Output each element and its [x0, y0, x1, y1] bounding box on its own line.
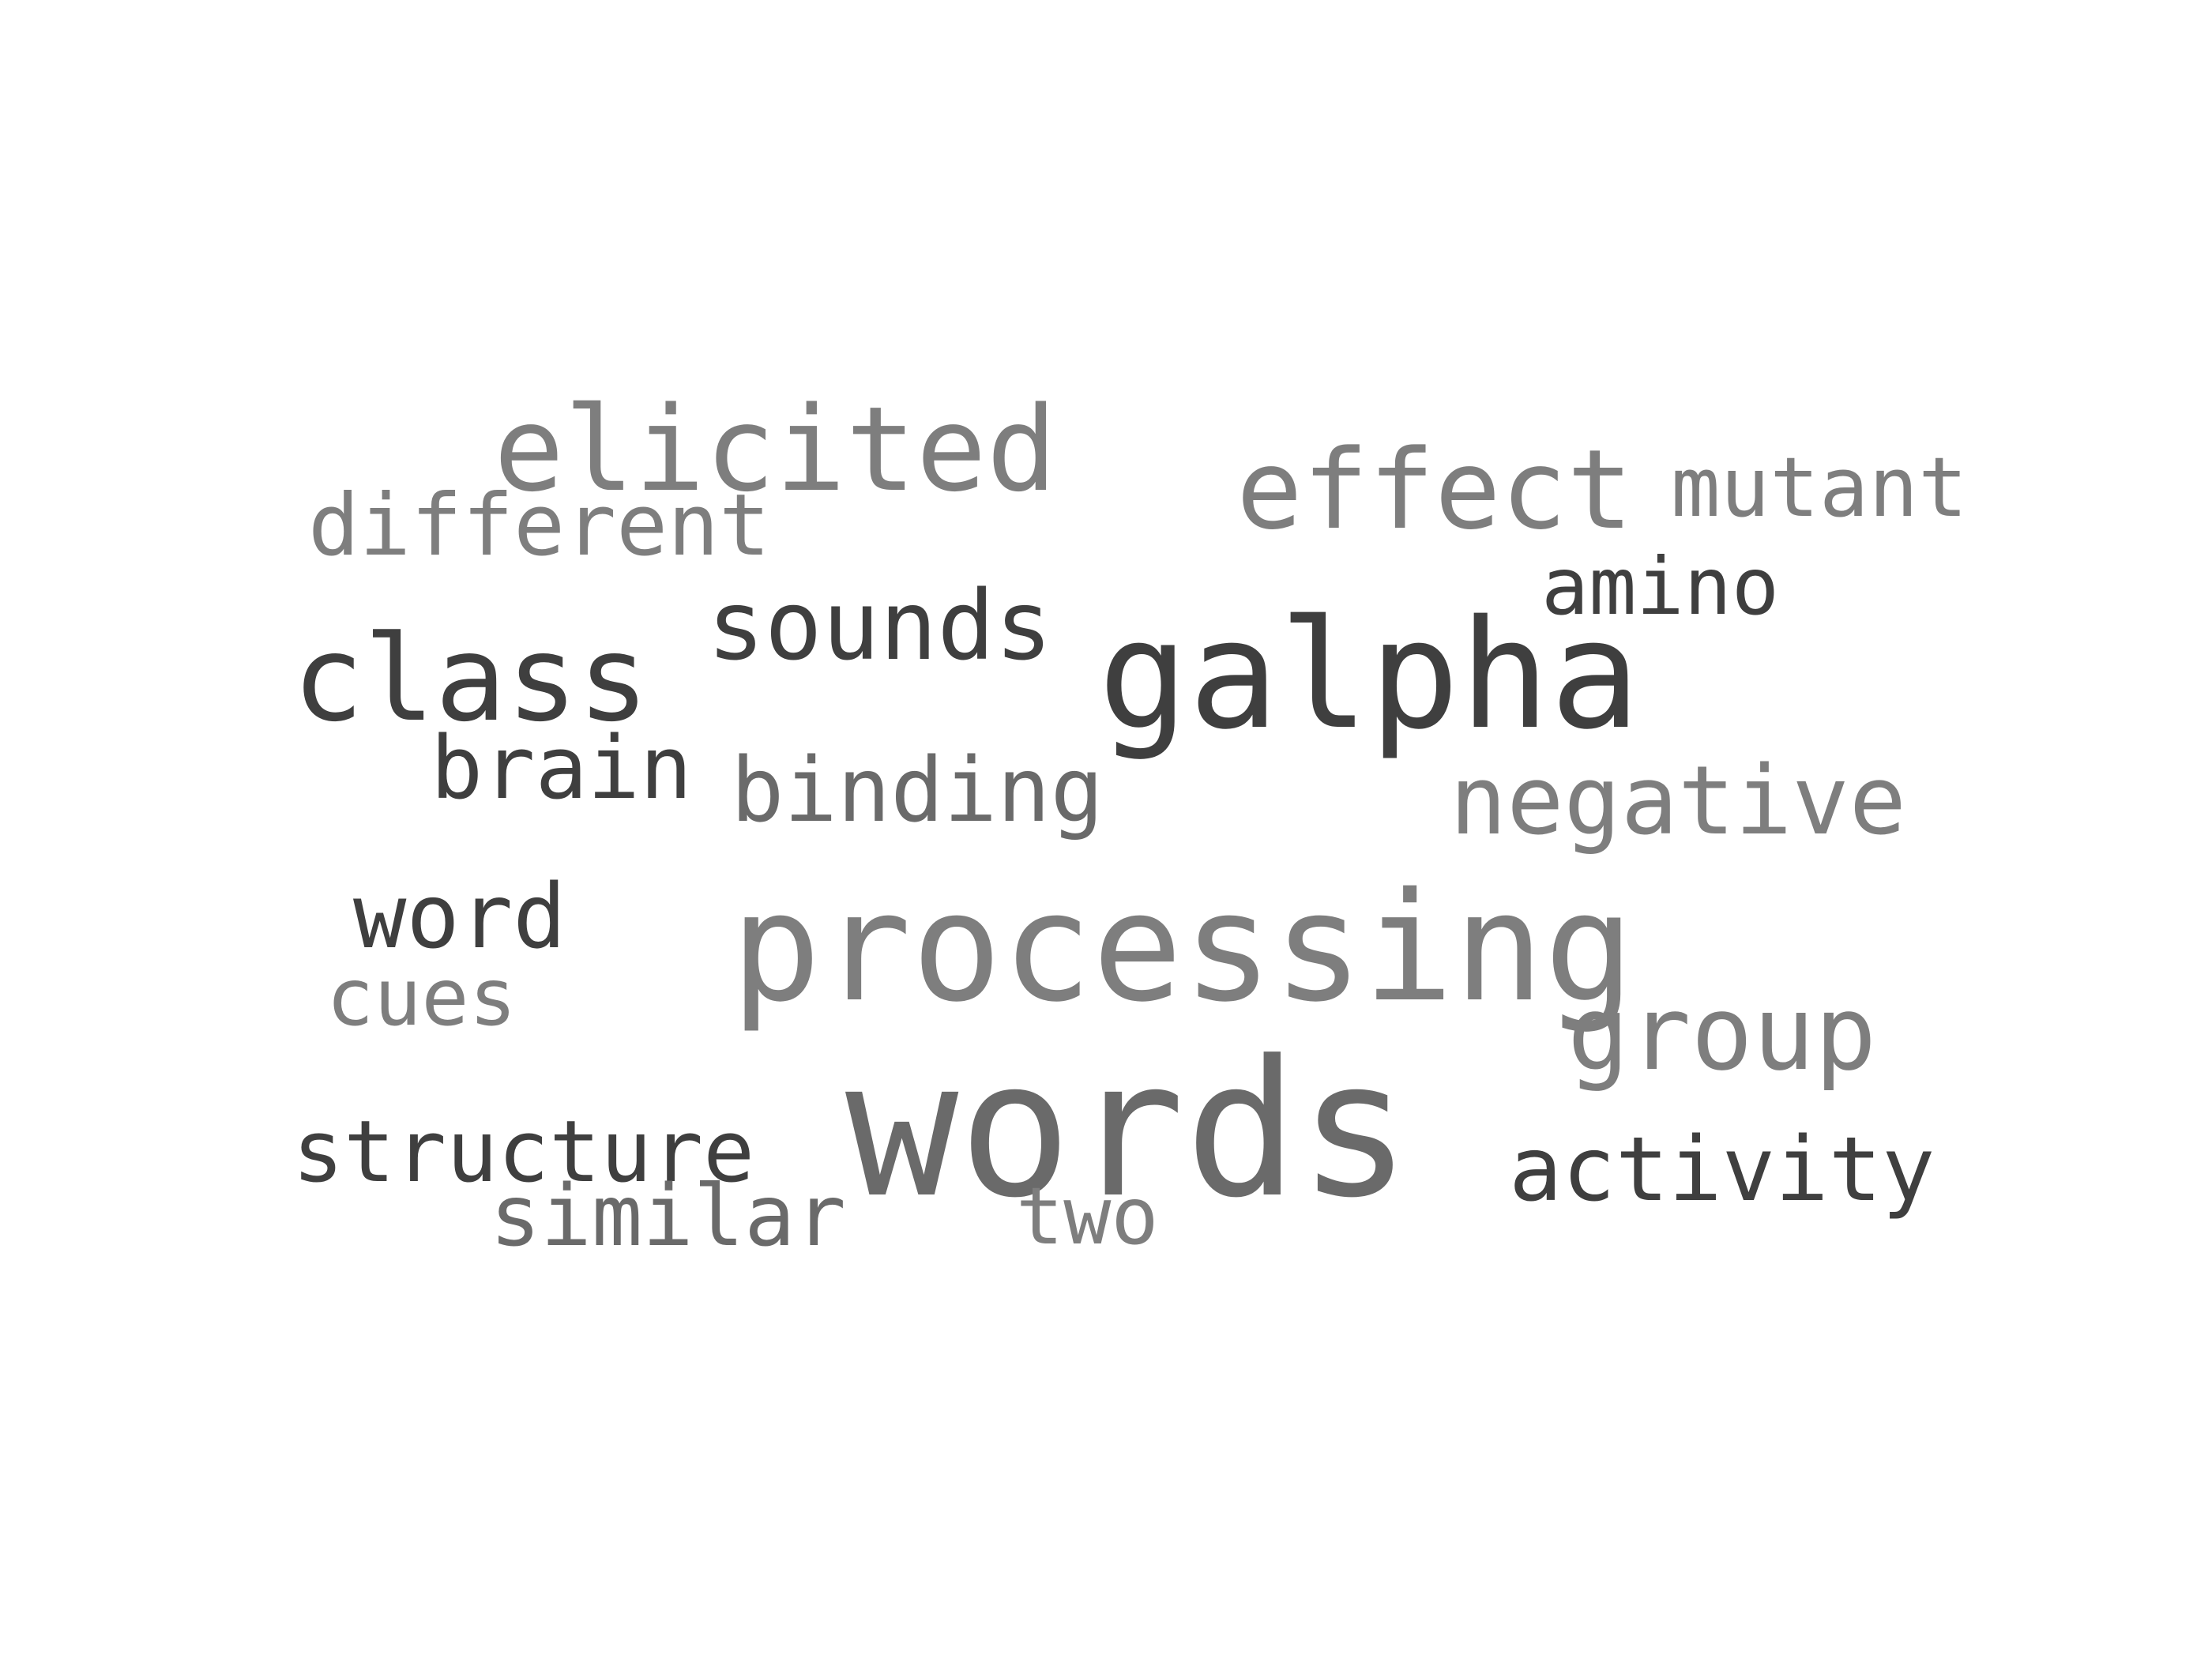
- word-binding: binding: [731, 739, 1104, 842]
- word-activity: activity: [1509, 1119, 1936, 1221]
- word-sounds: sounds: [707, 570, 1053, 682]
- word-words: words: [845, 1021, 1412, 1240]
- word-two: two: [1016, 1170, 1159, 1262]
- word-cues: cues: [326, 951, 517, 1044]
- word-brain: brain: [431, 717, 693, 818]
- word-similar: similar: [490, 1168, 846, 1266]
- word-amino: amino: [1541, 540, 1780, 633]
- word-different: different: [308, 476, 771, 575]
- word-elicited: elicited: [494, 382, 1057, 517]
- word-class: class: [292, 611, 649, 748]
- word-processing: processing: [731, 860, 1635, 1035]
- word-mutant: mutant: [1671, 439, 1968, 536]
- word-negative: negative: [1450, 747, 1906, 856]
- word-word: word: [353, 866, 566, 969]
- word-group: group: [1567, 973, 1877, 1093]
- word-effect: effect: [1236, 426, 1634, 554]
- word-structure: structure: [292, 1103, 755, 1202]
- word-galpha: galpha: [1098, 588, 1641, 762]
